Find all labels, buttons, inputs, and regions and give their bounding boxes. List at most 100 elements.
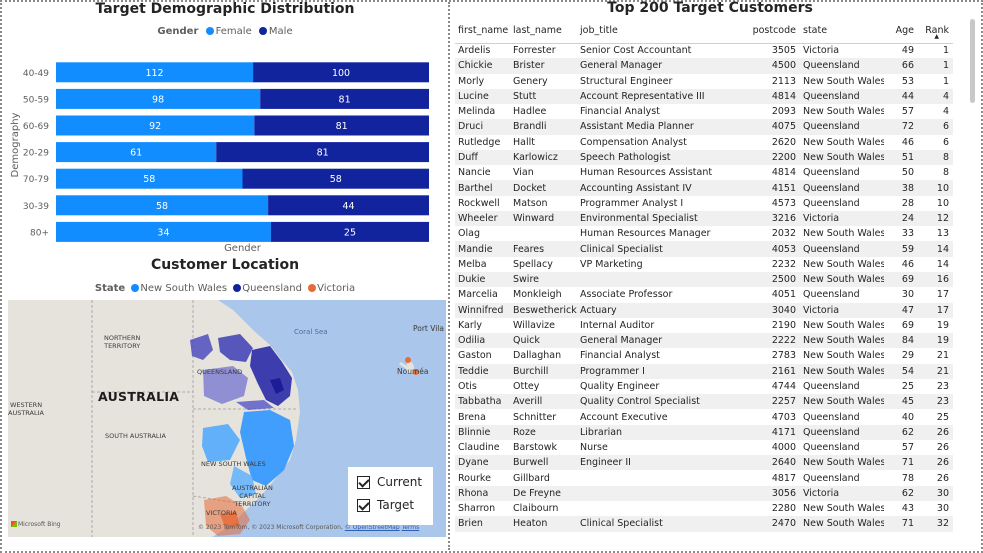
female-bar[interactable] xyxy=(56,142,217,163)
cell-rank: 30 xyxy=(936,503,949,515)
column-header-postcode[interactable]: postcode xyxy=(716,19,800,44)
table-row[interactable]: Odilia Quick General Manager 2222 New South … xyxy=(455,333,953,349)
nsw-legend-label[interactable]: New South Wales xyxy=(140,283,228,294)
column-header-age[interactable]: Age xyxy=(884,19,918,44)
australia-label: AUSTRALIA xyxy=(98,389,180,404)
table-row[interactable]: Chickie Brister General Manager 4500 Queensl… xyxy=(455,58,953,74)
female-data-label: 98 xyxy=(152,94,164,105)
cell-rank: 26 xyxy=(918,455,953,471)
table-row[interactable]: Brena Schnitter Account Executive 4703 Queen… xyxy=(455,409,953,424)
current-toggle[interactable]: Current xyxy=(357,475,422,489)
female-bar[interactable] xyxy=(56,195,269,216)
table-row[interactable]: Melinda Hadlee Financial Analyst 2093 New So… xyxy=(455,104,953,119)
sort-ascending-icon[interactable]: ▲ xyxy=(934,32,939,40)
male-data-label: 44 xyxy=(343,201,355,212)
table-row[interactable]: Rhona De Freyne 3056 Victoria 62 30 xyxy=(455,485,953,501)
column-header-job-title[interactable]: job_title xyxy=(577,19,716,44)
table-row[interactable]: Rourke Gillbard 4817 Queensland 78 26 xyxy=(455,470,953,485)
female-bar[interactable] xyxy=(56,88,261,109)
demographic-bar-chart[interactable]: Target Demographic Distribution Gender F… xyxy=(6,0,444,256)
queensland-legend-label[interactable]: Queensland xyxy=(242,283,302,294)
customer-location-map[interactable]: NORTHERN TERRITORY QUEENSLAND WESTERN AU… xyxy=(8,300,446,537)
cell-job-title: Human Resources Manager xyxy=(580,228,711,240)
male-bar[interactable] xyxy=(260,88,429,109)
male-bar[interactable] xyxy=(253,62,429,83)
female-bar[interactable] xyxy=(56,62,254,83)
target-checkbox[interactable] xyxy=(357,498,370,512)
table-row[interactable]: Karly Willavize Internal Auditor 2190 New So… xyxy=(455,318,953,333)
table-row[interactable]: Teddie Burchill Programmer I 2161 New South … xyxy=(455,363,953,379)
cell-postcode: 4151 xyxy=(716,180,800,196)
cell-rank: 26 xyxy=(936,442,949,454)
cell-rank: 13 xyxy=(936,228,949,240)
target-toggle[interactable]: Target xyxy=(357,498,414,512)
cell-last-name: Willavize xyxy=(513,319,556,331)
cell-postcode: 2161 xyxy=(716,363,800,379)
victoria-legend-label[interactable]: Victoria xyxy=(317,283,356,294)
cell-age: 50 xyxy=(901,167,914,179)
table-row[interactable]: Brien Heaton Clinical Specialist 2470 New So… xyxy=(455,516,953,532)
table-row[interactable]: Sharron Claibourn 2280 New South Wales 43 30 xyxy=(455,501,953,516)
table-row[interactable]: Dyane Burwell Engineer II 2640 New South Wal… xyxy=(455,455,953,471)
cell-state: New South Wales xyxy=(803,350,884,362)
female-bar[interactable] xyxy=(56,168,243,189)
queensland-map-label: QUEENSLAND xyxy=(197,368,242,376)
cell-first-name: Teddie xyxy=(455,363,510,379)
column-header-rank[interactable]: Rank ▲ xyxy=(918,19,953,44)
table-row[interactable]: Mandie Feares Clinical Specialist 4053 Queen… xyxy=(455,241,953,257)
column-header-last-name[interactable]: last_name xyxy=(510,19,577,44)
table-row[interactable]: Rutledge Hallt Compensation Analyst 2620 New… xyxy=(455,135,953,150)
table-row[interactable]: Druci Brandli Assistant Media Planner 4075 Q… xyxy=(455,119,953,135)
queensland-region xyxy=(203,366,248,404)
table-row[interactable]: Otis Ottey Quality Engineer 4744 Queensland 2… xyxy=(455,379,953,394)
cell-last-name: Winward xyxy=(510,210,577,227)
table-row[interactable]: Rockwell Matson Programmer Analyst I 4573 Qu… xyxy=(455,196,953,211)
scroll-thumb[interactable] xyxy=(970,19,975,103)
table-row[interactable]: Melba Spellacy VP Marketing 2232 New South W… xyxy=(455,257,953,272)
male-bar[interactable] xyxy=(270,221,429,242)
column-header-state[interactable]: state xyxy=(800,19,884,44)
cell-last-name: Hallt xyxy=(513,136,535,148)
male-bar[interactable] xyxy=(242,168,430,189)
table-row[interactable]: Tabbatha Averill Quality Control Specialis… xyxy=(455,394,953,410)
table-row[interactable]: Marcelia Monkleigh Associate Professor 4051… xyxy=(455,287,953,302)
column-header-first-name[interactable]: first_name xyxy=(455,19,510,44)
terms-link[interactable]: Terms xyxy=(401,524,420,531)
customer-table[interactable]: first_name last_name job_title postcode stat… xyxy=(455,19,953,539)
cell-age: 46 xyxy=(901,136,914,148)
northern-territory-label: NORTHERN TERRITORY xyxy=(104,334,140,350)
table-row[interactable]: Dukie Swire 2500 New South Wales 69 16 xyxy=(455,271,953,288)
table-row[interactable]: Wheeler Winward Environmental Specialist 32… xyxy=(455,210,953,227)
male-bar[interactable] xyxy=(268,195,429,216)
gender-legend[interactable]: Gender Female Male xyxy=(6,26,444,37)
table-row[interactable]: Olag Human Resources Manager 2032 New South… xyxy=(455,226,953,241)
table-row[interactable]: Blinnie Roze Librarian 4171 Queensland 62 26 xyxy=(455,424,953,440)
female-bar[interactable] xyxy=(56,221,271,242)
cell-last-name: Roze xyxy=(510,424,577,440)
cell-rank: 19 xyxy=(936,319,949,331)
male-legend-label[interactable]: Male xyxy=(268,26,293,37)
female-legend-label[interactable]: Female xyxy=(215,26,252,37)
cell-age: 25 xyxy=(901,380,914,392)
female-bar[interactable] xyxy=(56,115,255,136)
queensland-region xyxy=(218,334,253,362)
queensland-region xyxy=(270,378,284,394)
state-legend[interactable]: State New South Wales Queensland Victori… xyxy=(6,283,444,294)
table-row[interactable]: Ardelis Forrester Senior Cost Accountant 35… xyxy=(455,43,953,58)
cell-first-name: Odilia xyxy=(455,333,510,349)
cell-last-name: Docket xyxy=(510,180,577,196)
table-row[interactable]: Morly Genery Structural Engineer 2113 New So… xyxy=(455,74,953,89)
table-row[interactable]: Duff Karlowicz Speech Pathologist 2200 New S… xyxy=(455,149,953,166)
current-checkbox[interactable] xyxy=(357,475,370,489)
table-row[interactable]: Barthel Docket Accounting Assistant IV 4151… xyxy=(455,180,953,196)
cell-rank: 10 xyxy=(936,197,949,209)
table-row[interactable]: Claudine Barstowk Nurse 4000 Queensland 57 26 xyxy=(455,440,953,455)
table-row[interactable]: Winnifred Beswetherick Actuary 3040 Victoria… xyxy=(455,302,953,318)
table-row[interactable]: Nancie Vian Human Resources Assistant II 48… xyxy=(455,165,953,180)
table-row[interactable]: Lucine Stutt Account Representative III 481… xyxy=(455,88,953,105)
openstreetmap-link[interactable]: © OpenStreetMap xyxy=(344,524,400,531)
male-bar[interactable] xyxy=(216,142,429,163)
table-row[interactable]: Gaston Dallaghan Financial Analyst 2783 New … xyxy=(455,348,953,363)
table-scrollbar[interactable] xyxy=(968,19,977,539)
male-bar[interactable] xyxy=(254,115,429,136)
